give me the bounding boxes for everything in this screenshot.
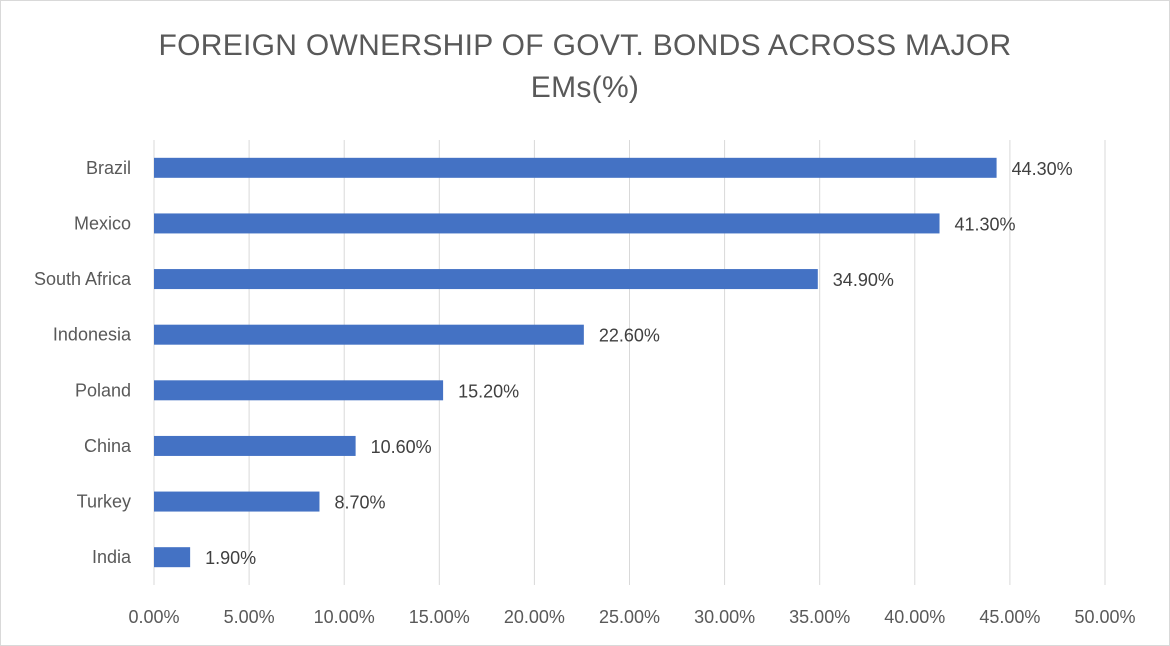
x-tick-label: 15.00%	[409, 607, 470, 627]
category-label: South Africa	[34, 269, 132, 289]
x-tick-label: 25.00%	[599, 607, 660, 627]
x-tick-label: 0.00%	[128, 607, 179, 627]
chart-title-line-2: EMs(%)	[530, 71, 640, 104]
bar	[154, 213, 940, 234]
bar	[154, 269, 818, 290]
bar	[154, 435, 356, 456]
bar	[154, 324, 584, 345]
data-labels: 44.30% 41.30% 34.90% 22.60% 15.20% 10.60% 8.70…	[205, 159, 1073, 568]
x-tick-label: 35.00%	[789, 607, 850, 627]
category-labels: Brazil Mexico South Africa Indonesia Poland C…	[34, 158, 132, 567]
category-label: Poland	[75, 380, 131, 400]
chart-title-line-1: FOREIGN OWNERSHIP OF GOVT. BONDS ACROSS …	[158, 29, 1012, 62]
category-label: Mexico	[74, 213, 131, 233]
x-tick-label: 45.00%	[979, 607, 1040, 627]
x-tick-label: 30.00%	[694, 607, 755, 627]
x-axis-tick-labels: 0.00% 5.00% 10.00% 15.00% 20.00% 25.00% 30.00%…	[128, 607, 1135, 627]
bar	[154, 157, 997, 178]
category-label: Turkey	[77, 492, 131, 512]
data-label: 1.90%	[205, 548, 256, 568]
data-label: 15.20%	[458, 381, 519, 401]
bar	[154, 380, 444, 401]
bars	[154, 157, 997, 568]
x-tick-label: 10.00%	[314, 607, 375, 627]
x-tick-label: 20.00%	[504, 607, 565, 627]
data-label: 10.60%	[371, 437, 432, 457]
data-label: 34.90%	[833, 270, 894, 290]
x-tick-label: 40.00%	[884, 607, 945, 627]
category-label: Indonesia	[53, 325, 132, 345]
category-label: China	[84, 436, 132, 456]
category-label: Brazil	[86, 158, 131, 178]
grid-lines	[153, 140, 1106, 585]
x-tick-label: 5.00%	[224, 607, 275, 627]
data-label: 44.30%	[1012, 159, 1073, 179]
data-label: 8.70%	[334, 493, 385, 513]
category-label: India	[92, 547, 132, 567]
bar	[154, 491, 320, 512]
bar	[154, 547, 191, 568]
data-label: 41.30%	[955, 214, 1016, 234]
x-tick-label: 50.00%	[1074, 607, 1135, 627]
data-label: 22.60%	[599, 326, 660, 346]
